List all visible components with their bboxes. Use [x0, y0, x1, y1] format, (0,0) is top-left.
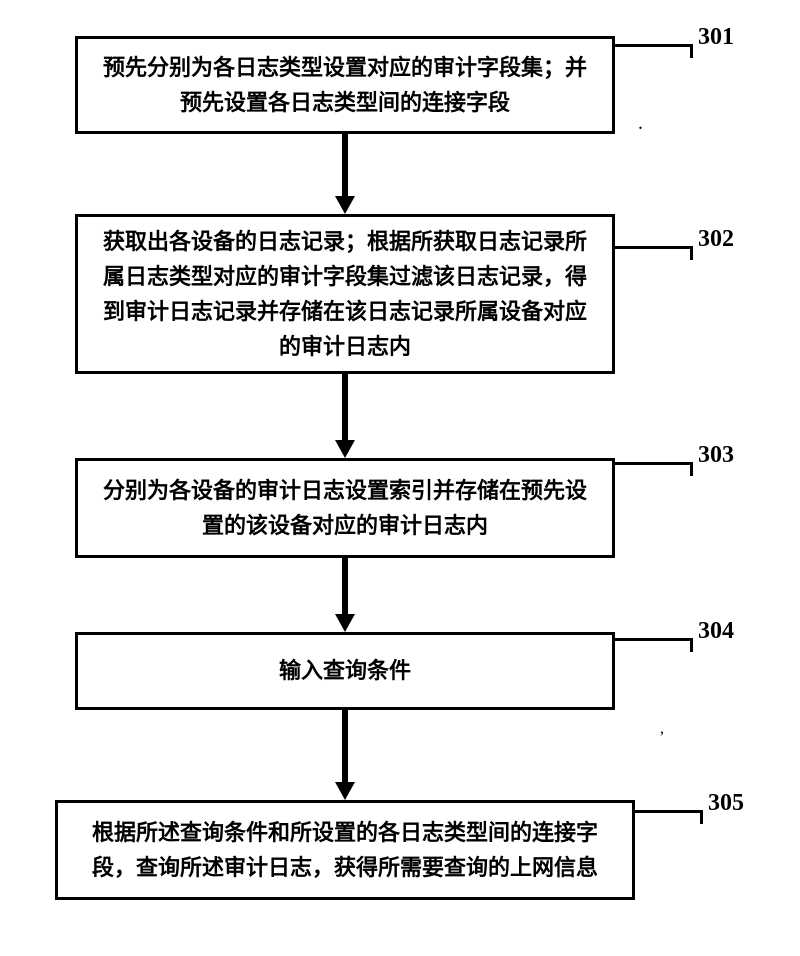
arrow-head-icon: [335, 440, 355, 458]
flowchart-canvas: 预先分别为各日志类型设置对应的审计字段集；并预先设置各日志类型间的连接字段 301…: [0, 0, 800, 956]
leader-line: [635, 810, 700, 813]
arrow-head-icon: [335, 782, 355, 800]
flow-node-302: 获取出各设备的日志记录；根据所获取日志记录所属日志类型对应的审计字段集过滤该日志…: [75, 214, 615, 374]
leader-line: [615, 638, 690, 641]
leader-hook: [690, 638, 693, 652]
arrow-line: [342, 134, 348, 196]
leader-line: [615, 246, 690, 249]
arrow-line: [342, 710, 348, 782]
stray-mark: ,: [660, 720, 664, 738]
node-label-303: 303: [698, 442, 734, 469]
leader-hook: [690, 462, 693, 476]
flow-node-305: 根据所述查询条件和所设置的各日志类型间的连接字段，查询所述审计日志，获得所需要查…: [55, 800, 635, 900]
flow-node-text: 分别为各设备的审计日志设置索引并存储在预先设置的该设备对应的审计日志内: [96, 473, 594, 543]
leader-line: [615, 44, 690, 47]
node-label-304: 304: [698, 618, 734, 645]
leader-hook: [700, 810, 703, 824]
arrow-head-icon: [335, 614, 355, 632]
node-label-302: 302: [698, 226, 734, 253]
node-label-305: 305: [708, 790, 744, 817]
flow-node-text: 根据所述查询条件和所设置的各日志类型间的连接字段，查询所述审计日志，获得所需要查…: [76, 815, 614, 885]
arrow-head-icon: [335, 196, 355, 214]
flow-node-text: 预先分别为各日志类型设置对应的审计字段集；并预先设置各日志类型间的连接字段: [96, 50, 594, 120]
leader-hook: [690, 246, 693, 260]
flow-node-304: 输入查询条件: [75, 632, 615, 710]
flow-node-301: 预先分别为各日志类型设置对应的审计字段集；并预先设置各日志类型间的连接字段: [75, 36, 615, 134]
flow-node-text: 获取出各设备的日志记录；根据所获取日志记录所属日志类型对应的审计字段集过滤该日志…: [96, 224, 594, 365]
leader-hook: [690, 44, 693, 58]
arrow-line: [342, 558, 348, 614]
flow-node-303: 分别为各设备的审计日志设置索引并存储在预先设置的该设备对应的审计日志内: [75, 458, 615, 558]
arrow-line: [342, 374, 348, 440]
node-label-301: 301: [698, 24, 734, 51]
stray-mark: .: [638, 112, 643, 135]
flow-node-text: 输入查询条件: [279, 653, 411, 688]
leader-line: [615, 462, 690, 465]
